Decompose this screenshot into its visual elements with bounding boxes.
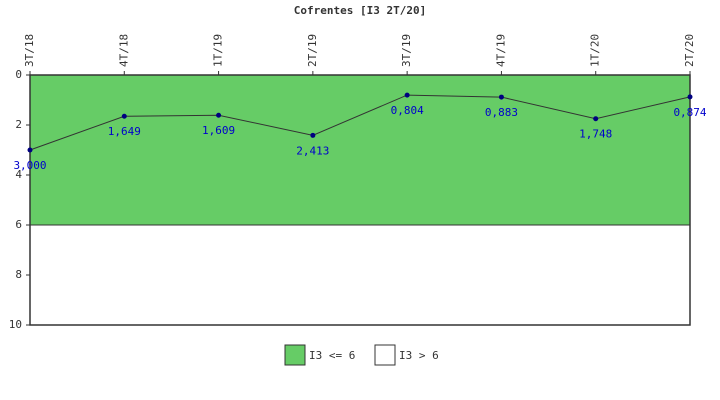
plot-frame <box>29 74 691 326</box>
y-tick-label: 10 <box>9 318 22 331</box>
x-tick-label: 2T/20 <box>683 34 696 67</box>
x-tick-label: 3T/19 <box>400 34 413 67</box>
value-label: 0,874 <box>673 106 706 119</box>
value-label: 1,649 <box>108 125 141 138</box>
chart-title: Cofrentes [I3 2T/20] <box>294 4 426 17</box>
legend-label: I3 <= 6 <box>309 349 355 362</box>
x-tick-label: 4T/19 <box>494 34 507 67</box>
band <box>29 224 691 326</box>
x-tick-label: 1T/19 <box>212 34 225 67</box>
point <box>687 94 693 100</box>
x-tick-label: 4T/18 <box>117 34 130 67</box>
point <box>593 116 599 122</box>
value-label: 0,883 <box>485 106 518 119</box>
value-label: 1,748 <box>579 128 612 141</box>
y-tick-label: 0 <box>15 68 22 81</box>
point <box>498 94 504 100</box>
point <box>310 132 316 138</box>
legend-swatch <box>284 344 306 366</box>
value-label: 3,000 <box>13 159 46 172</box>
y-tick-label: 4 <box>15 168 22 181</box>
x-tick-label: 2T/19 <box>306 34 319 67</box>
series-line <box>29 94 691 151</box>
legend-label: I3 > 6 <box>399 349 439 362</box>
y-tick-label: 2 <box>15 118 22 131</box>
y-tick-label: 8 <box>15 268 22 281</box>
x-tick-label: 1T/20 <box>589 34 602 67</box>
y-tick-label: 6 <box>15 218 22 231</box>
legend-swatch <box>374 344 396 366</box>
value-label: 2,413 <box>296 144 329 157</box>
point <box>404 92 410 98</box>
band <box>29 74 691 226</box>
point <box>216 112 222 118</box>
value-label: 1,609 <box>202 124 235 137</box>
point <box>27 147 33 153</box>
x-tick-label: 3T/18 <box>23 34 36 67</box>
value-label: 0,804 <box>391 104 424 117</box>
point <box>121 113 127 119</box>
